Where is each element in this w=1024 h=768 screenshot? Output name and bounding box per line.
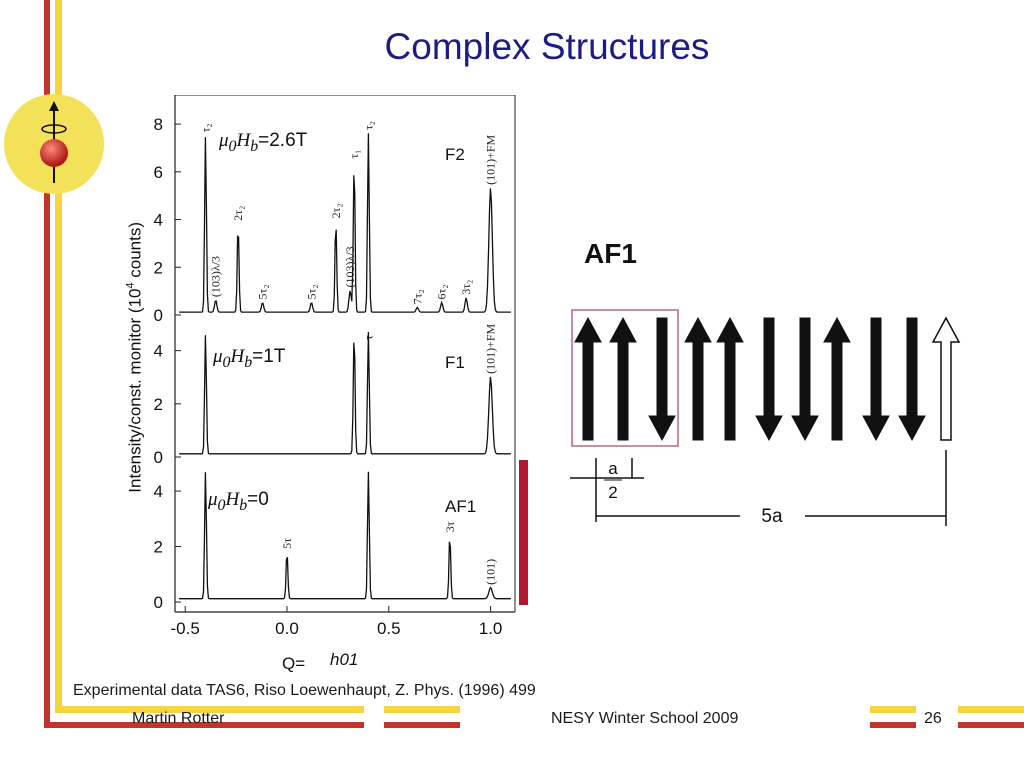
peak-label: τ₁ (347, 150, 361, 159)
peak-label: (103)λ/3 (343, 246, 357, 287)
field-label-f2: μ0Hb=2.6T (219, 130, 308, 155)
logo (3, 93, 105, 195)
y-tick-label: 2 (154, 395, 163, 414)
bottom-red-line (44, 722, 364, 728)
spin-up-arrow (609, 316, 637, 441)
peak-label: 5τ (280, 538, 294, 549)
peak-label: 2τ₂ (231, 206, 245, 221)
spin-up-arrow (823, 316, 851, 441)
peak-label: 6τ₂ (435, 284, 449, 299)
series-line-f1 (179, 331, 511, 455)
af1-indicator-bar (519, 460, 528, 605)
panel-label: F1 (445, 353, 465, 372)
af1-spin-structure: a 2 5a (570, 309, 961, 527)
left-red-bar (44, 0, 50, 728)
y-tick-label: 2 (154, 258, 163, 277)
cell-half-den: 2 (608, 483, 617, 502)
y-tick-label: 4 (154, 482, 163, 501)
spin-down-arrow (898, 317, 926, 442)
spin-down-arrow (648, 317, 676, 442)
peak-label: (101)+FM (484, 323, 498, 373)
spin-up-arrow (716, 316, 744, 441)
field-label-af1: μ0Hb=0 (208, 489, 269, 514)
cell-half-num: a (608, 459, 618, 478)
x-tick-label: -0.5 (171, 619, 200, 638)
y-tick-label: 0 (154, 448, 163, 467)
spin-down-arrow (755, 317, 783, 442)
x-axis-label: h01 (330, 650, 359, 669)
x-tick-label: 0.0 (275, 619, 299, 638)
spin-up-arrow (574, 316, 602, 441)
footer-page: 26 (924, 710, 942, 727)
slide-title: Complex Structures (384, 26, 710, 67)
caption: Experimental data TAS6, Riso Loewenhaupt… (73, 682, 536, 699)
peak-label: 3τ (443, 521, 457, 532)
peak-label: τ₂ (199, 123, 213, 132)
footer-divider-red (384, 722, 460, 728)
left-yellow-bar (55, 0, 62, 712)
y-tick-label: 4 (154, 211, 163, 230)
x-tick-label: 0.5 (377, 619, 401, 638)
peak-label: 7τ₂ (410, 289, 424, 304)
spin-down-arrow (791, 317, 819, 442)
panel-label: F2 (445, 145, 465, 164)
footer-event: NESY Winter School 2009 (551, 710, 739, 727)
spin-up-arrow (684, 316, 712, 441)
footer-author: Martin Rotter (132, 710, 225, 727)
footer-right-yellow (870, 706, 916, 713)
peak-label: (101) (484, 559, 498, 585)
y-tick-label: 4 (154, 342, 163, 361)
peak-label: 2τ₂ (329, 203, 343, 218)
footer-end-yellow (958, 706, 1024, 713)
footer-right-red (870, 722, 916, 728)
peak-label: (101)+FM (484, 134, 498, 184)
field-label-f1: μ0Hb=1T (213, 346, 286, 371)
peak-label: 5τ₂ (256, 284, 270, 299)
peak-label: (103)λ/3 (209, 256, 223, 297)
peak-label: τ (361, 335, 375, 340)
y-tick-label: 6 (154, 163, 163, 182)
y-tick-label: 2 (154, 538, 163, 557)
peak-label: 5τ₂ (304, 284, 318, 299)
unit-cell-box (571, 309, 679, 447)
x-tick-label: 1.0 (479, 619, 503, 638)
af1-label: AF1 (584, 238, 637, 269)
footer-divider-yellow (384, 706, 460, 713)
spin-down-arrow (862, 317, 890, 442)
panel-label: AF1 (445, 497, 476, 516)
q-label: Q= (282, 654, 306, 673)
y-tick-label: 8 (154, 115, 163, 134)
cell-length-label: 5a (761, 506, 783, 527)
y-tick-label: 0 (154, 306, 163, 325)
series-line-f2 (179, 133, 511, 313)
spin-up-arrow (931, 316, 961, 441)
peak-label: τ₂ (361, 121, 375, 130)
peak-label: 3τ₂ (459, 280, 473, 295)
y-tick-label: 0 (154, 593, 163, 612)
bottom-yellow-line (55, 706, 364, 713)
footer-end-red (958, 722, 1024, 728)
series-line-af1 (179, 471, 511, 600)
spin-atom-icon (4, 94, 104, 194)
